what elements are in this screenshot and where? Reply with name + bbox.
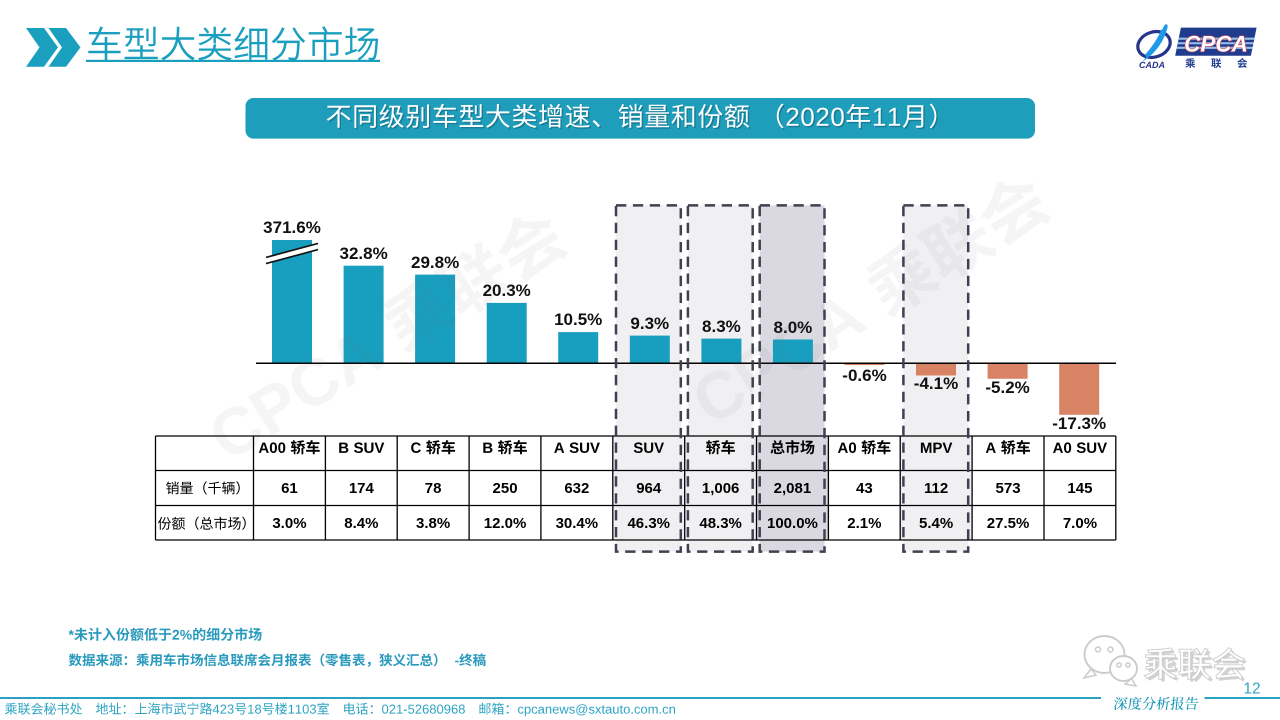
svg-text:12: 12 <box>1243 681 1260 698</box>
